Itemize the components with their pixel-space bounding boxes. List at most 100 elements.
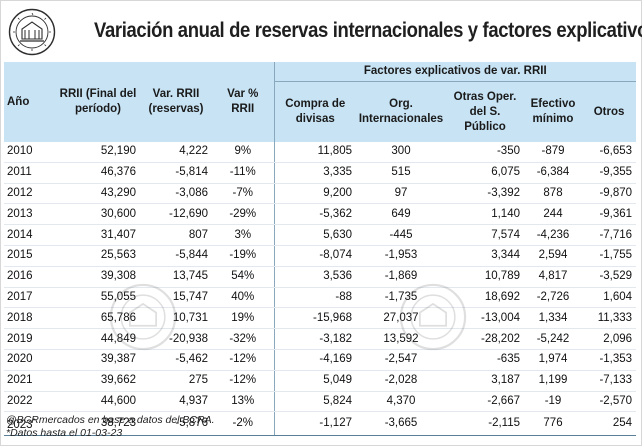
table-row: 2014 31,407 807 3% 5,630 -445 7,574 -4,236 -7,71… [4,224,637,246]
row-year-cell: 2010 [4,142,56,163]
col-header-efectivo-minimo: Efectivo mínimo [524,81,582,142]
table-cell: -19% [212,245,274,267]
row-year-cell: 2020 [4,349,56,371]
table-cell: 5,630 [273,224,356,246]
table-cell: 31,407 [56,224,140,246]
table-cell: 65,786 [56,307,140,330]
table-cell: -8,074 [273,245,356,267]
table-cell: -5,876 [140,411,212,437]
source-note: @BCRmercados en base a datos del BCRA. [6,414,215,426]
table-row: 2019 44,849 -20,938 -32% -3,182 13,592 -28,202… [4,328,637,350]
table-cell: 244 [524,203,582,226]
table-row: 2013 30,600 -12,690 -29% -5,362 649 1,140 244 -9… [4,203,637,226]
table-group-header-row: Año RRII (Final del período) Var. RRII (… [4,62,637,142]
table-cell: -2% [212,411,274,437]
table-cell: -879 [524,142,582,163]
table-cell: -635 [446,349,524,371]
table-row: 2017 55,055 15,747 40% -88 -1,735 18,692 -2,726… [4,287,637,309]
table-cell: -445 [356,224,446,246]
table-cell: -6,384 [524,162,582,184]
table-cell: 878 [524,183,582,205]
table-cell: 5,049 [273,370,356,392]
table-cell: 649 [356,203,446,226]
table-cell: -1,755 [582,245,637,267]
reserves-table: Año RRII (Final del período) Var. RRII (… [4,62,637,437]
table-cell: -7,716 [582,224,637,246]
table-cell: 3,335 [273,162,356,184]
table-cell: 39,308 [56,266,140,288]
table-row: 2011 46,376 -5,814 -11% 3,335 515 6,075 -6,384-… [4,162,637,184]
table-cell: -88 [273,287,356,309]
footer: @BCRmercados en base a datos del BCRA. *… [6,414,215,440]
page-title: Variación anual de reservas internaciona… [94,19,642,42]
table-cell: -3,665 [356,411,446,437]
row-year-cell: 2015 [4,245,56,267]
row-year-cell: 2018 [4,307,56,330]
row-year-cell: 2019 [4,328,56,350]
table-cell: 7,574 [446,224,524,246]
table-cell: -2,547 [356,349,446,371]
row-year-cell: 2014 [4,224,56,246]
table-cell: 44,849 [56,328,140,350]
row-year-cell: 2017 [4,287,56,309]
table-cell: -5,362 [273,203,356,226]
table-cell: -350 [446,142,524,163]
table-cell: -9,870 [582,183,637,205]
table-cell: -3,529 [582,266,637,288]
table-cell: -9,355 [582,162,637,184]
table-cell: -2,028 [356,370,446,392]
header: Variación anual de reservas internaciona… [6,6,642,58]
table-cell: -3,086 [140,183,212,205]
table-cell: -3,392 [446,183,524,205]
table-cell: 1,604 [582,287,637,309]
table-cell: 38,723 [56,411,140,437]
table-cell: 275 [140,370,212,392]
table-cell: -7% [212,183,274,205]
row-year-cell: 2016 [4,266,56,288]
row-year-cell: 2013 [4,203,56,226]
row-year-cell: 2012 [4,183,56,205]
table-cell: 18,692 [446,287,524,309]
table-cell: -12,690 [140,203,212,226]
table-cell: 4,370 [356,391,446,413]
table-row: 2015 25,563 -5,844 -19% -8,074 -1,953 3,344 2,5… [4,245,637,267]
table-cell: -5,462 [140,349,212,371]
table-cell: -2,570 [582,391,637,413]
table-cell: 15,747 [140,287,212,309]
table-cell: 40% [212,287,274,309]
table-cell: 300 [356,142,446,163]
table-cell: -12% [212,349,274,371]
table-cell: -32% [212,328,274,350]
table-cell: 52,190 [56,142,140,163]
table-cell: -12% [212,370,274,392]
table-cell: 54% [212,266,274,288]
table-cell: -28,202 [446,328,524,350]
table-cell: -4,169 [273,349,356,371]
table-cell: -1,953 [356,245,446,267]
table-body: 2010 52,190 4,222 9% 11,805 300 -350 -879 -6,653… [4,142,637,437]
table-cell: -1,735 [356,287,446,309]
table-cell: 807 [140,224,212,246]
col-header-org-internacionales: Org. Internacionales [356,81,446,142]
table-cell: 515 [356,162,446,184]
table-cell: -15,968 [273,307,356,330]
table-cell: 3,344 [446,245,524,267]
col-header-compra-divisas: Compra de divisas [273,81,356,142]
table-cell: -2,667 [446,391,524,413]
table-cell: 46,376 [56,162,140,184]
table-cell: 13% [212,391,274,413]
table-cell: 11,805 [273,142,356,163]
table-cell: -2,115 [446,411,524,437]
table-cell: -5,242 [524,328,582,350]
table-cell: 2,594 [524,245,582,267]
col-header-var-pct: Var % RRII [212,62,274,142]
table-cell: 4,222 [140,142,212,163]
table-cell: 1,140 [446,203,524,226]
table-cell: 10,789 [446,266,524,288]
table-cell: -3,182 [273,328,356,350]
table-row: 2022 44,600 4,937 13% 5,824 4,370 -2,667 -19 -2,… [4,391,637,413]
table-cell: 3,187 [446,370,524,392]
table-cell: 1,199 [524,370,582,392]
table-cell: 2,096 [582,328,637,350]
table-cell: -1,353 [582,349,637,371]
